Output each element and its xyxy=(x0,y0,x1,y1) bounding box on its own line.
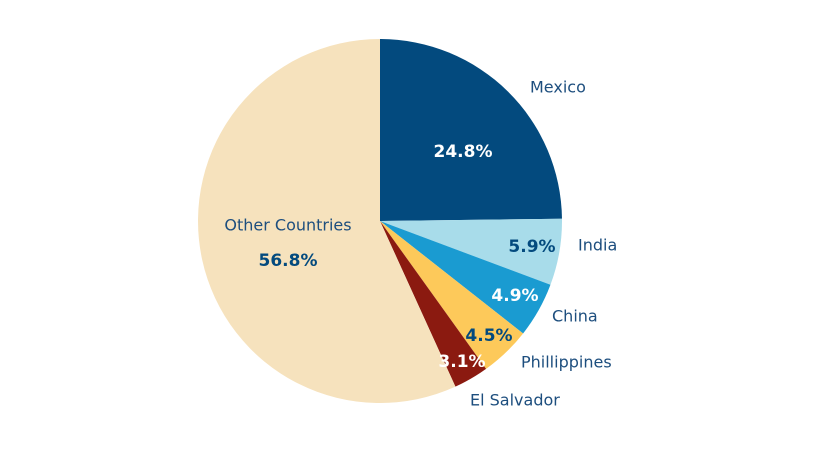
value-label: 4.5% xyxy=(465,326,512,346)
slice-label: India xyxy=(578,236,617,255)
value-label: 56.8% xyxy=(259,251,318,271)
slice-label: China xyxy=(552,307,598,326)
pie-slice xyxy=(380,221,551,334)
value-label: 5.9% xyxy=(508,237,555,257)
pie-slice xyxy=(380,221,487,387)
value-label: 24.8% xyxy=(434,142,493,162)
value-label: 4.9% xyxy=(491,286,538,306)
slice-label: Phillippines xyxy=(521,353,612,372)
pie-slice xyxy=(198,39,456,403)
slice-label: Mexico xyxy=(530,78,586,97)
pie-slice xyxy=(380,39,562,221)
value-label: 3.1% xyxy=(438,352,485,372)
slice-label: Other Countries xyxy=(224,216,351,235)
pie-slice xyxy=(380,221,524,369)
slice-label: El Salvador xyxy=(470,391,560,410)
pie-slice xyxy=(380,218,563,285)
